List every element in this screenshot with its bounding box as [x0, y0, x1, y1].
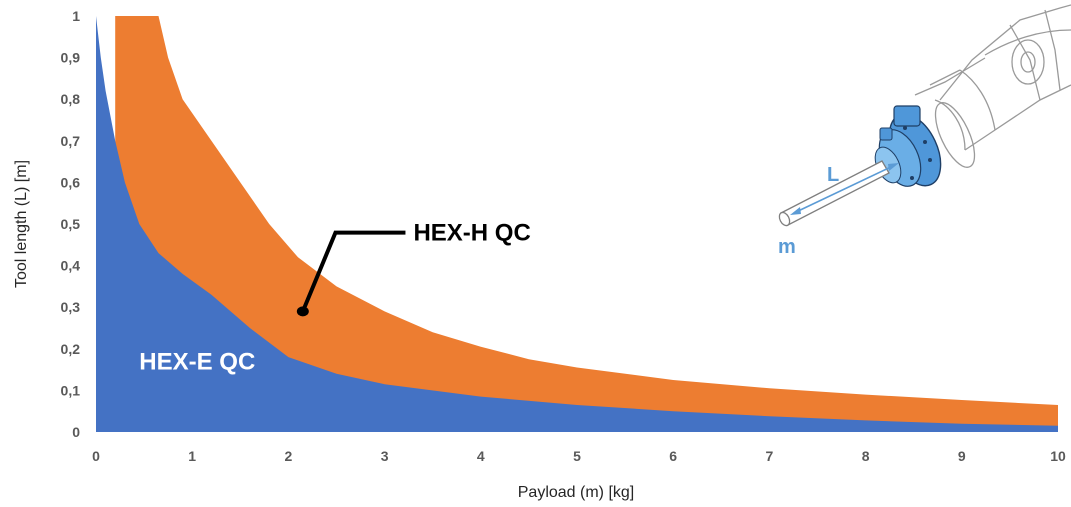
y-tick-label: 1	[72, 8, 80, 24]
y-tick-label: 0,9	[61, 50, 81, 66]
robot-arm-outline	[914, 4, 1071, 168]
x-tick-label: 3	[381, 448, 389, 464]
quick-changer	[874, 105, 942, 187]
area-series-hex-e-qc	[96, 16, 1058, 432]
y-tick-label: 0	[72, 424, 80, 440]
x-tick-label: 4	[477, 448, 485, 464]
x-tick-label: 5	[573, 448, 581, 464]
x-tick-label: 10	[1050, 448, 1066, 464]
x-tick-label: 1	[188, 448, 196, 464]
x-tick-label: 2	[285, 448, 293, 464]
tool-rod	[778, 160, 899, 227]
y-tick-labels: 0 0,1 0,2 0,3 0,4 0,5 0,6 0,7 0,8 0,9 1	[61, 8, 81, 440]
x-tick-label: 8	[862, 448, 870, 464]
y-tick-label: 0,4	[61, 258, 81, 274]
y-tick-label: 0,6	[61, 174, 81, 190]
y-tick-label: 0,8	[61, 91, 81, 107]
x-tick-labels: 0 1 2 3 4 5 6 7 8 9 10	[92, 448, 1066, 464]
x-tick-label: 7	[766, 448, 774, 464]
robot-tool-illustration: L m	[778, 4, 1071, 258]
y-tick-label: 0,7	[61, 133, 81, 149]
label-hex-e-qc: HEX-E QC	[139, 349, 255, 376]
payload-mass-label: m	[778, 236, 796, 258]
x-axis-title: Payload (m) [kg]	[518, 484, 634, 501]
x-tick-label: 0	[92, 448, 100, 464]
y-axis-title: Tool length (L) [m]	[13, 160, 30, 288]
label-hex-h-qc: HEX-H QC	[413, 220, 530, 247]
annotation-leader-line	[300, 230, 406, 313]
annotation-marker-dot	[296, 306, 309, 317]
y-tick-label: 0,2	[61, 341, 81, 357]
area-series-hex-h-qc	[115, 16, 1058, 432]
y-tick-label: 0,3	[61, 299, 81, 315]
annotations: HEX-H QC HEX-E QC	[139, 220, 531, 376]
x-tick-label: 9	[958, 448, 966, 464]
x-tick-label: 6	[669, 448, 677, 464]
y-tick-label: 0,5	[61, 216, 81, 232]
tool-length-label: L	[827, 164, 839, 186]
y-tick-label: 0,1	[61, 382, 81, 398]
plot-area	[96, 16, 1058, 432]
